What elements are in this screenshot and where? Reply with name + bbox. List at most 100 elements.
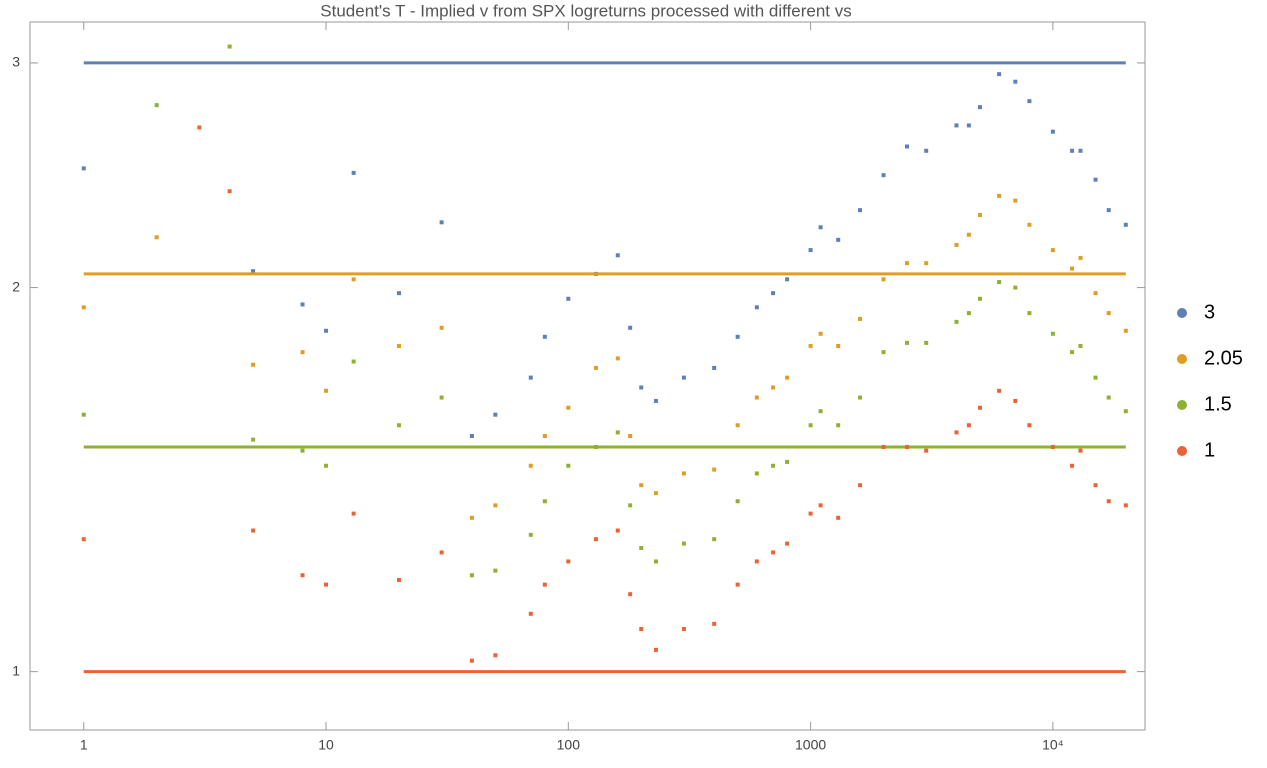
x-tick-label: 10⁴ [1042, 737, 1064, 753]
point [628, 434, 633, 439]
point [653, 491, 658, 496]
point [881, 444, 886, 449]
point [542, 434, 547, 439]
point [639, 545, 644, 550]
point [977, 105, 982, 110]
point [881, 350, 886, 355]
point [905, 444, 910, 449]
point [1050, 248, 1055, 253]
point [712, 621, 717, 626]
point [735, 334, 740, 339]
point [681, 471, 686, 476]
point [966, 423, 971, 428]
point [1123, 503, 1128, 508]
point [542, 499, 547, 504]
point [566, 405, 571, 410]
point [771, 291, 776, 296]
point [615, 430, 620, 435]
point [785, 277, 790, 282]
point [1123, 328, 1128, 333]
point [469, 515, 474, 520]
point [439, 220, 444, 225]
point [818, 409, 823, 414]
point [881, 173, 886, 178]
point [154, 103, 159, 108]
legend-label: 2.05 [1204, 347, 1243, 369]
legend-label: 3 [1204, 301, 1215, 323]
point [639, 626, 644, 631]
point [1078, 148, 1083, 153]
point [1106, 395, 1111, 400]
point [1078, 255, 1083, 260]
point [754, 471, 759, 476]
point [197, 125, 202, 130]
point [396, 423, 401, 428]
point [966, 232, 971, 237]
point [681, 375, 686, 380]
point [924, 340, 929, 345]
point [615, 356, 620, 361]
point [1123, 409, 1128, 414]
point [905, 340, 910, 345]
point [754, 395, 759, 400]
point [954, 319, 959, 324]
point [300, 448, 305, 453]
point [712, 365, 717, 370]
point [396, 291, 401, 296]
point [977, 212, 982, 217]
point [1123, 222, 1128, 227]
point [836, 515, 841, 520]
point [818, 331, 823, 336]
point [808, 511, 813, 516]
point [528, 532, 533, 537]
point [639, 385, 644, 390]
point [1070, 463, 1075, 468]
point [881, 277, 886, 282]
point [251, 437, 256, 442]
point [528, 463, 533, 468]
point [681, 541, 686, 546]
point [439, 325, 444, 330]
point [818, 503, 823, 508]
point [615, 528, 620, 533]
point [997, 280, 1002, 285]
point [735, 423, 740, 428]
point [542, 334, 547, 339]
point [639, 483, 644, 488]
point [924, 261, 929, 266]
point [300, 302, 305, 307]
point [1093, 291, 1098, 296]
point [469, 434, 474, 439]
point [324, 582, 329, 587]
y-tick-label: 1 [12, 662, 20, 678]
point [858, 316, 863, 321]
y-tick-label: 2 [12, 278, 20, 294]
point [593, 365, 598, 370]
point [997, 193, 1002, 198]
point [735, 582, 740, 587]
point [754, 305, 759, 310]
point [1093, 177, 1098, 182]
legend-label: 1 [1204, 439, 1215, 461]
point [351, 359, 356, 364]
point [836, 343, 841, 348]
point [251, 528, 256, 533]
point [528, 375, 533, 380]
point [1050, 444, 1055, 449]
point [628, 503, 633, 508]
point [858, 208, 863, 213]
legend-marker [1177, 400, 1187, 410]
point [615, 253, 620, 258]
point [1093, 483, 1098, 488]
x-tick-label: 10 [318, 737, 334, 753]
point [858, 395, 863, 400]
point [735, 499, 740, 504]
point [954, 430, 959, 435]
point [593, 444, 598, 449]
point [1050, 129, 1055, 134]
point [977, 405, 982, 410]
point [754, 559, 759, 564]
point [593, 537, 598, 542]
point [628, 325, 633, 330]
plot-frame [29, 21, 1146, 731]
